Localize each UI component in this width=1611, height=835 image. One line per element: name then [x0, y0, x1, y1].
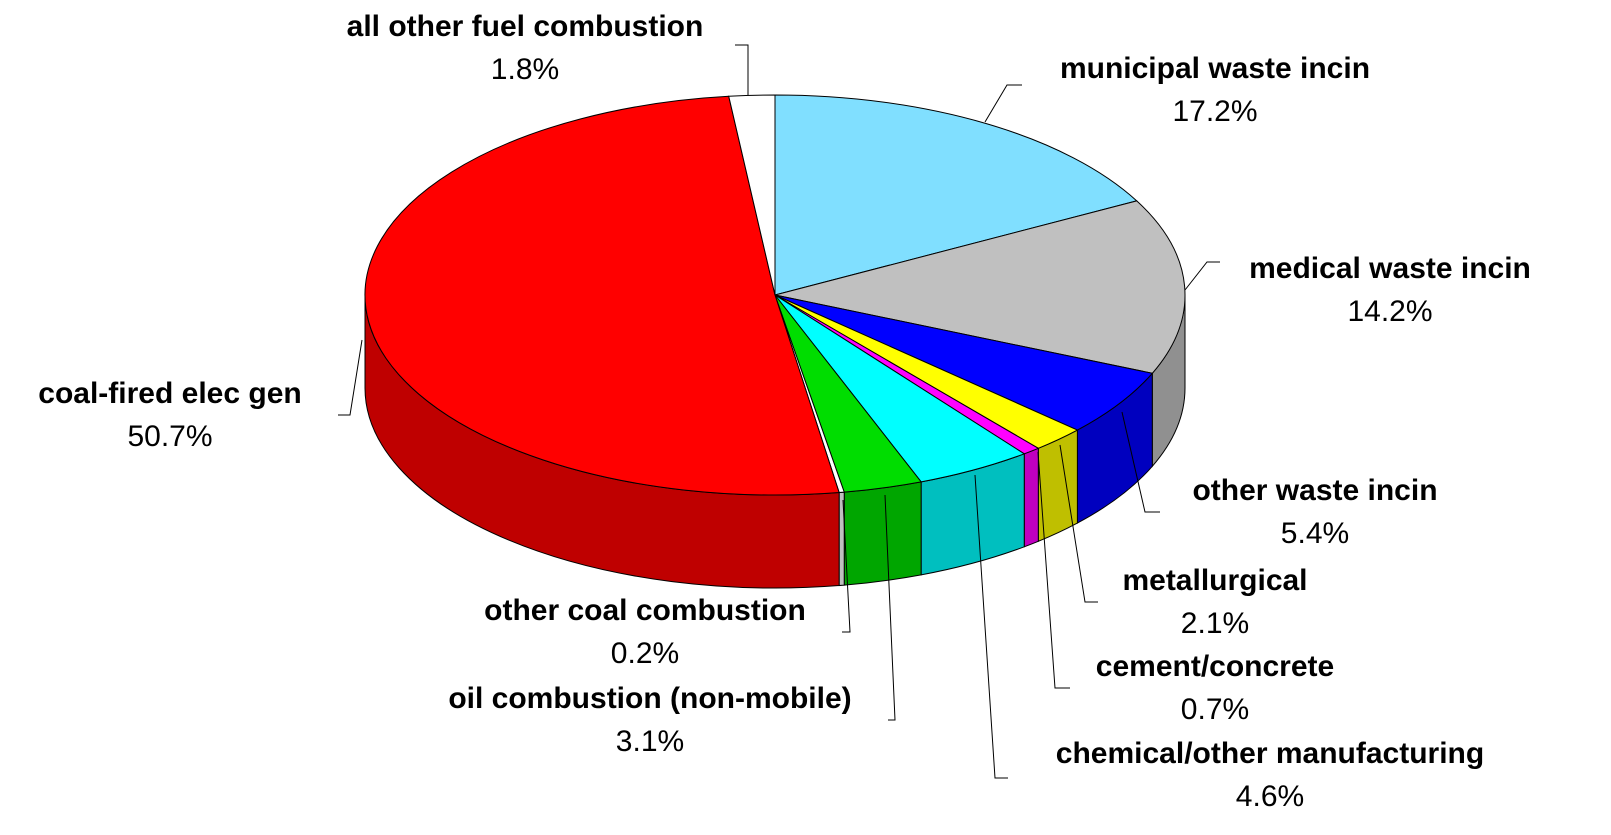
- leader-line: [735, 44, 749, 95]
- slice-side: [1037, 429, 1078, 543]
- slice: [728, 94, 776, 296]
- leader-line: [338, 339, 363, 416]
- slice-value-label: 3.1%: [616, 725, 684, 758]
- slice: [364, 95, 840, 496]
- leader-line: [1037, 451, 1070, 689]
- slice-value-label: 14.2%: [1347, 295, 1432, 328]
- slice-side: [843, 481, 922, 586]
- leader-line: [884, 494, 896, 721]
- slice-value-label: 5.4%: [1281, 517, 1349, 550]
- slice-value-label: 1.8%: [491, 53, 559, 86]
- leader-line: [974, 474, 1008, 779]
- slice-label: other coal combustion: [484, 594, 806, 627]
- slice-label: metallurgical: [1122, 564, 1307, 597]
- slice-label: medical waste incin: [1249, 252, 1531, 285]
- slice-label: chemical/other manufacturing: [1056, 737, 1484, 770]
- slice: [774, 294, 1154, 431]
- slice-value-label: 50.7%: [127, 420, 212, 453]
- slice-side: [1023, 447, 1039, 548]
- slice-value-label: 0.7%: [1181, 693, 1249, 726]
- slice-label: all other fuel combustion: [347, 10, 704, 43]
- leader-line: [1184, 261, 1220, 291]
- slice-label: cement/concrete: [1096, 650, 1334, 683]
- slice-value-label: 2.1%: [1181, 607, 1249, 640]
- slice: [774, 200, 1186, 374]
- slice-label: municipal waste incin: [1060, 52, 1370, 85]
- slice-value-label: 17.2%: [1172, 95, 1257, 128]
- slice-label: other waste incin: [1192, 474, 1437, 507]
- slice-label: oil combustion (non-mobile): [448, 682, 851, 715]
- leader-line: [984, 84, 1022, 123]
- slice-label: coal-fired elec gen: [38, 377, 301, 410]
- leader-line: [842, 499, 851, 633]
- slice-value-label: 4.6%: [1236, 780, 1304, 813]
- slice: [774, 94, 1138, 296]
- leader-line: [1121, 411, 1160, 513]
- slice-value-label: 0.2%: [611, 637, 679, 670]
- leader-line: [1059, 444, 1098, 603]
